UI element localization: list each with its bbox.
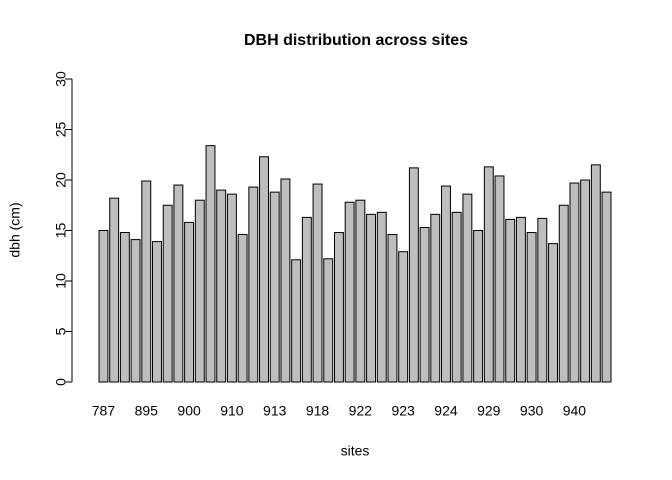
x-tick-label: 787 (92, 403, 116, 419)
bar (216, 189, 227, 383)
bar (590, 164, 601, 383)
bar (226, 193, 237, 383)
x-tick-label: 895 (135, 403, 159, 419)
x-axis-label: sites (341, 443, 370, 459)
y-tick-label: 30 (53, 71, 69, 87)
x-tick-label: 913 (263, 403, 287, 419)
bar (483, 166, 494, 383)
y-axis-label: dbh (cm) (7, 202, 23, 257)
bar (280, 178, 291, 383)
bar (205, 145, 216, 383)
x-tick-label: 918 (306, 403, 330, 419)
bar (398, 251, 409, 383)
chart-title: DBH distribution across sites (244, 32, 468, 49)
bar (387, 234, 398, 383)
bar (98, 230, 109, 383)
y-tick-label: 0 (53, 378, 69, 386)
bar (259, 156, 269, 383)
bar (323, 258, 334, 383)
bar (473, 230, 484, 383)
bar (558, 204, 569, 383)
x-tick-label: 930 (520, 403, 544, 419)
x-tick-label: 910 (220, 403, 244, 419)
bar (301, 216, 312, 383)
bar (419, 226, 430, 383)
bar (494, 175, 505, 383)
x-tick-label: 940 (563, 403, 587, 419)
y-tick-label: 15 (53, 223, 69, 239)
bar (130, 239, 141, 383)
bar (312, 183, 323, 383)
x-tick-label: 900 (177, 403, 201, 419)
y-tick-label: 20 (53, 172, 69, 188)
y-tick-label: 25 (53, 122, 69, 138)
bar (248, 186, 259, 383)
bar (505, 218, 516, 383)
x-tick-label: 922 (349, 403, 373, 419)
bar (526, 232, 537, 383)
bar (141, 180, 152, 383)
bar (355, 199, 366, 383)
bar (173, 184, 184, 383)
bar (441, 185, 451, 383)
bar (462, 193, 473, 383)
x-tick-label: 924 (434, 403, 458, 419)
bar (569, 182, 580, 383)
y-tick-label: 5 (53, 327, 69, 335)
y-tick-label: 10 (53, 273, 69, 289)
bar (152, 241, 162, 383)
bar (451, 211, 462, 383)
bar (344, 201, 355, 383)
bar (548, 243, 558, 383)
bar (601, 191, 612, 383)
bar (376, 211, 387, 383)
bar (430, 213, 441, 383)
bar (366, 213, 377, 383)
bar (537, 217, 548, 383)
bar (580, 179, 591, 383)
bar (291, 259, 302, 383)
bar (184, 221, 195, 383)
bar (194, 199, 205, 383)
bar (269, 191, 280, 383)
x-tick-label: 923 (391, 403, 415, 419)
bar (237, 234, 248, 383)
bar (162, 204, 173, 383)
bar (109, 197, 120, 383)
x-tick-label: 929 (477, 403, 501, 419)
bar (408, 167, 419, 383)
bar (515, 216, 526, 383)
bar (333, 232, 344, 383)
bar (119, 232, 130, 383)
